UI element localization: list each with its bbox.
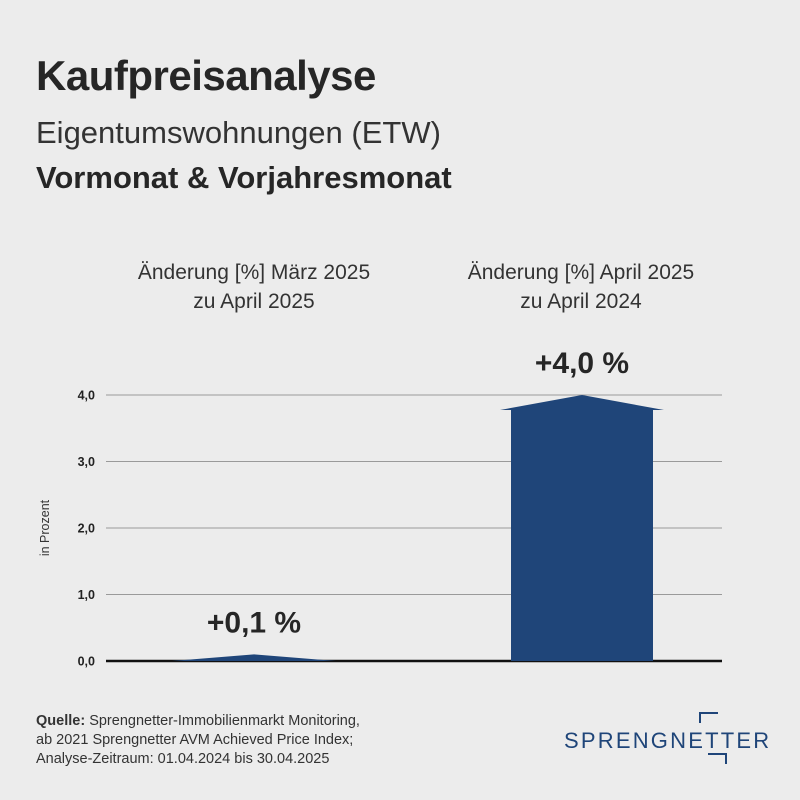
chart-subtitle: Eigentumswohnungen (ETW) (36, 115, 441, 150)
y-axis-label: in Prozent (38, 499, 52, 556)
source-note: Quelle: Sprengnetter-Immobilienmarkt Mon… (36, 712, 360, 769)
y-tick-label: 0,0 (78, 655, 95, 669)
source-line-3: Analyse-Zeitraum: 01.04.2024 bis 30.04.2… (36, 751, 330, 767)
category-label-year: Änderung [%] April 2025 zu April 2024 (421, 258, 741, 316)
source-label: Quelle: (36, 713, 86, 729)
category-label-month-line1: Änderung [%] März 2025 (137, 261, 371, 284)
source-line-2: ab 2021 Sprengnetter AVM Achieved Price … (36, 732, 354, 748)
chart-title: Kaufpreisanalyse (36, 52, 376, 99)
category-label-month: Änderung [%] März 2025 zu April 2025 (94, 258, 414, 316)
y-tick-label: 2,0 (78, 522, 95, 536)
sprengnetter-logo: SPRENGNETTER (562, 712, 769, 764)
category-label-month-line2: zu April 2025 (193, 290, 315, 313)
value-label: +0,1 % (207, 606, 301, 639)
bar (172, 654, 336, 661)
y-tick-label: 3,0 (78, 455, 95, 469)
y-tick-labels: 0,0 1,0 2,0 3,0 4,0 (78, 389, 95, 669)
source-text: Sprengnetter-Immobilienmarkt Monitoring, (89, 713, 360, 729)
category-label-year-line1: Änderung [%] April 2025 (467, 261, 695, 284)
value-labels: +0,1 % +4,0 % (207, 347, 629, 639)
logo-frame (699, 712, 727, 764)
value-label: +4,0 % (535, 347, 629, 380)
category-label-year-line2: zu April 2024 (520, 290, 642, 313)
bars (172, 395, 664, 661)
chart-subtitle-secondary: Vormonat & Vorjahresmonat (36, 160, 452, 195)
y-tick-label: 1,0 (78, 588, 95, 602)
logo-text: SPRENGNETTER (564, 728, 772, 753)
y-tick-label: 4,0 (78, 389, 95, 403)
bar (500, 395, 664, 661)
